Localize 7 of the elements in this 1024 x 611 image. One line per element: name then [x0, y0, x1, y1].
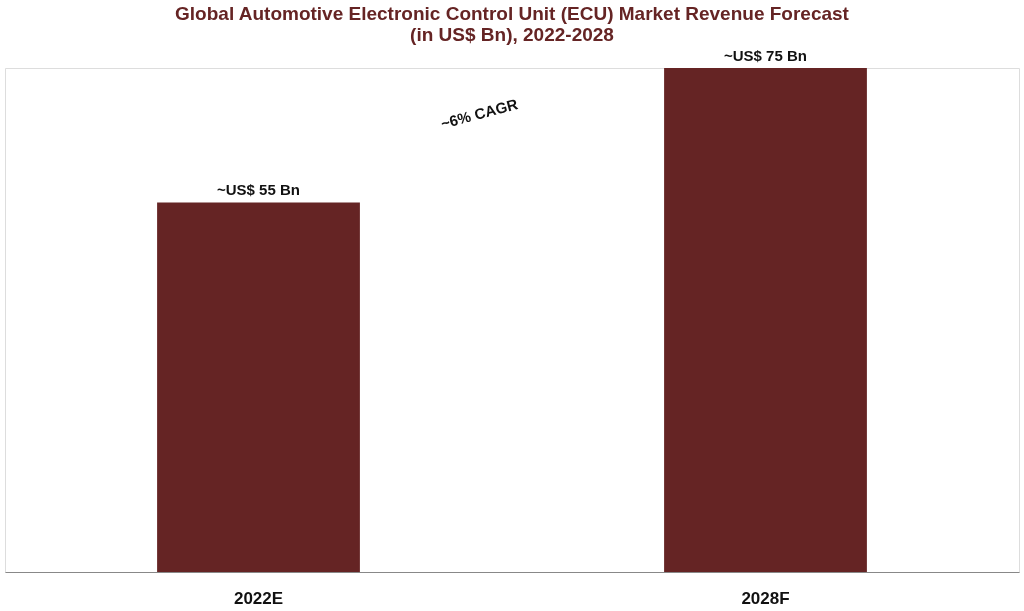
- data-label: ~US$ 55 Bn: [217, 181, 300, 199]
- text: Global Automotive Electronic Control Unit (ECU) Market Revenue Forecast: [175, 3, 849, 24]
- x-tick-label: 2022E: [233, 588, 284, 608]
- x-tick-label: 2028F: [741, 588, 790, 608]
- data-label: ~US$ 75 Bn: [724, 47, 807, 64]
- annotation: ~6% CAGR: [438, 95, 520, 132]
- text: (in US$ Bn), 2022-2028: [410, 24, 614, 45]
